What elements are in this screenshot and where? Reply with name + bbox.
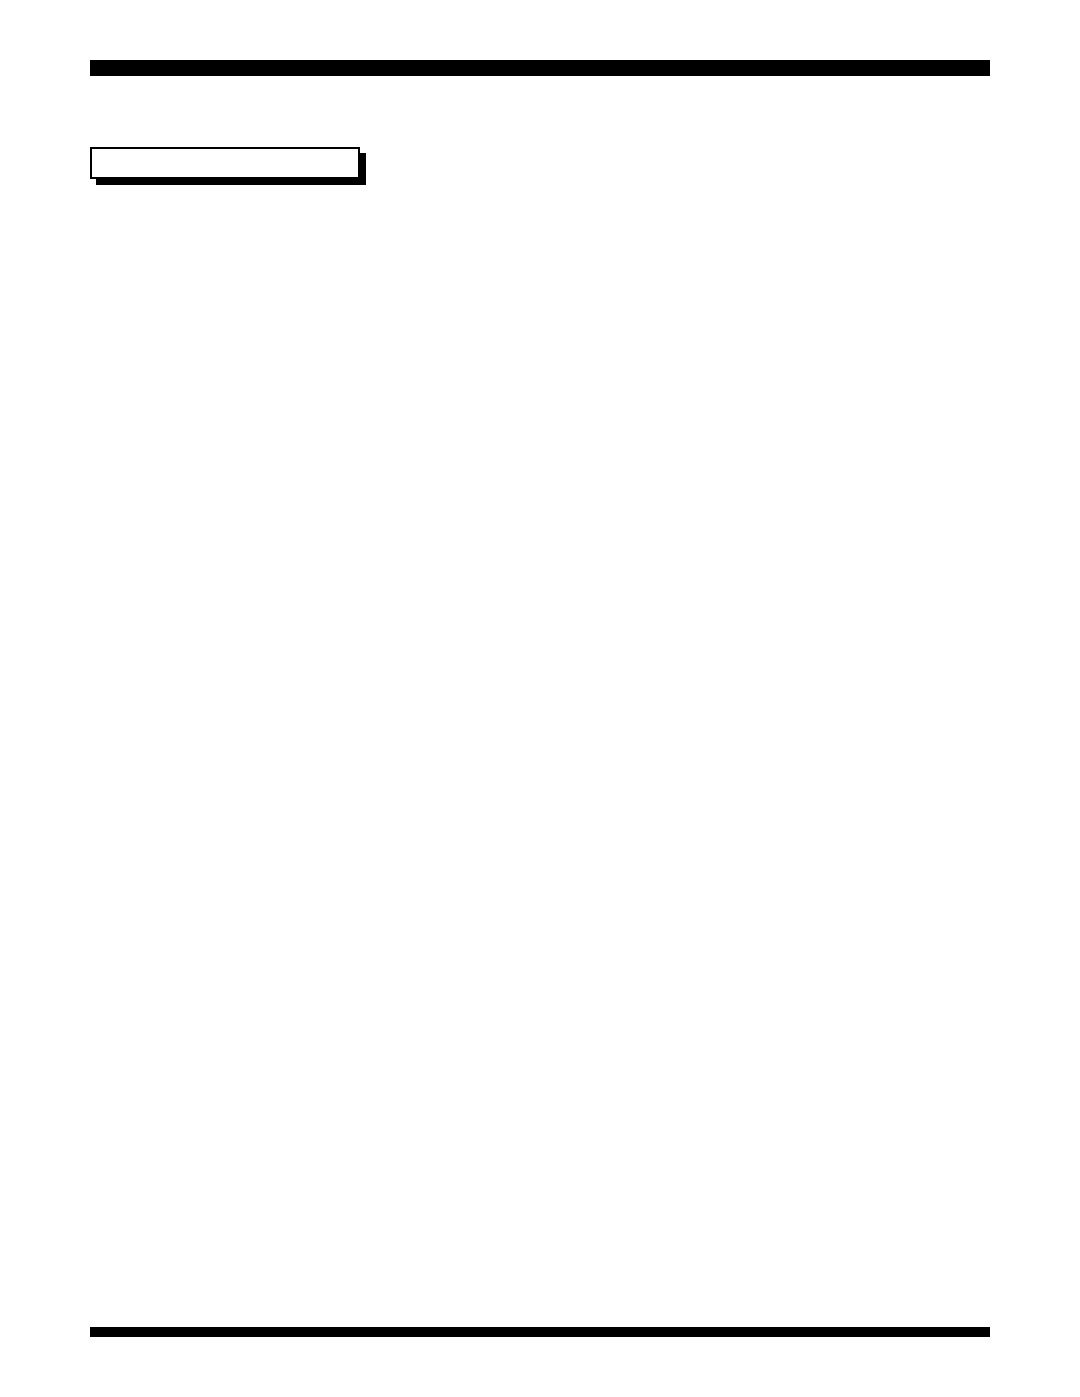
content-columns xyxy=(90,86,990,179)
page-header xyxy=(90,60,990,76)
column-headers xyxy=(90,92,525,107)
left-column xyxy=(90,86,525,179)
right-column xyxy=(555,86,990,179)
note-box xyxy=(90,147,360,179)
page-footer xyxy=(90,1327,990,1337)
